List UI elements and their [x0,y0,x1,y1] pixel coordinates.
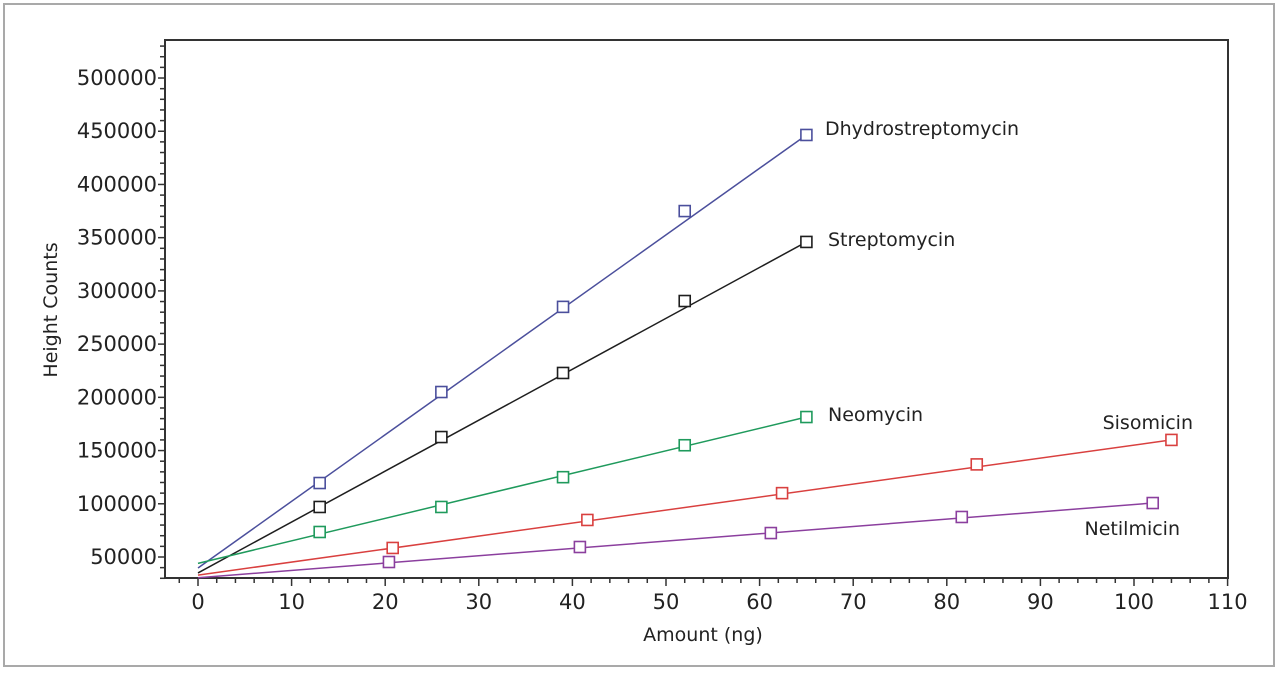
y-tick-label: 50000 [90,545,157,569]
y-tick-label: 100000 [77,492,157,516]
data-point-streptomycin [435,430,448,444]
data-point-streptomycin [800,235,813,249]
x-tick-label: 70 [840,590,867,614]
fit-line-sisomicin [197,439,1172,576]
x-tick-label: 50 [653,590,680,614]
ticks: 50000 100000 150000 200000 250000 300000 35000… [77,45,1248,614]
x-tick-label: 60 [746,590,773,614]
series-labels: Dhydrostreptomycin Streptomycin Neomycin Si… [825,118,1193,540]
fit-line-dhydrostreptomycin [197,134,807,569]
data-point-sisomicin [775,486,789,500]
fit-line-streptomycin [197,241,807,574]
data-point-sisomicin [386,541,399,555]
x-tick-label: 90 [1027,590,1054,614]
data-point-netilmicin [764,526,778,540]
series-label-streptomycin: Streptomycin [828,229,955,251]
data-point-netilmicin [955,510,969,524]
fit-lines [197,134,1172,579]
x-tick-label: 80 [933,590,960,614]
data-point-sisomicin [970,458,984,471]
y-tick-label: 450000 [77,119,157,143]
data-point-neomycin [678,438,692,452]
figure-border [3,3,1275,667]
x-tick-label: 100 [1114,590,1154,614]
data-point-sisomicin [1165,433,1178,447]
data-point-netilmicin [573,540,587,554]
x-tick-label: 110 [1208,590,1248,614]
series-label-netilmicin: Netilmicin [1085,518,1180,540]
series-label-sisomicin: Sisomicin [1103,412,1193,434]
data-point-sisomicin [581,513,594,527]
data-point-neomycin [313,525,326,539]
y-tick-label: 500000 [77,66,157,90]
x-tick-label: 10 [278,590,305,614]
data-point-dhydrostreptomycin [800,128,813,142]
data-point-netilmicin [1146,496,1160,510]
y-tick-label: 300000 [77,279,157,303]
data-point-neomycin [800,410,813,424]
x-tick-label: 40 [559,590,586,614]
y-tick-label: 200000 [77,385,157,409]
data-point-neomycin [556,470,570,484]
y-tick-label: 400000 [77,172,157,196]
data-points [313,128,1178,569]
data-point-streptomycin [556,366,570,380]
data-point-dhydrostreptomycin [678,204,692,218]
fit-line-neomycin [197,416,807,565]
x-tick-label: 0 [191,590,204,614]
y-tick-label: 350000 [77,226,157,250]
x-tick-label: 30 [465,590,492,614]
fit-line-netilmicin [197,502,1153,579]
x-tick-label: 20 [372,590,399,614]
data-point-neomycin [435,500,448,514]
axes [164,39,1229,579]
data-point-netilmicin [382,555,396,569]
data-point-streptomycin [678,294,692,308]
data-point-dhydrostreptomycin [556,300,570,314]
y-tick-label: 250000 [77,332,157,356]
series-label-neomycin: Neomycin [828,404,923,426]
data-point-dhydrostreptomycin [313,476,326,490]
plot-frame [164,39,1229,579]
data-point-streptomycin [313,500,326,514]
y-axis-label: Height Counts [40,242,62,377]
series-label-dhydrostreptomycin: Dhydrostreptomycin [825,118,1019,140]
data-point-dhydrostreptomycin [435,385,448,399]
x-axis-label: Amount (ng) [643,624,763,646]
y-tick-label: 150000 [77,439,157,463]
